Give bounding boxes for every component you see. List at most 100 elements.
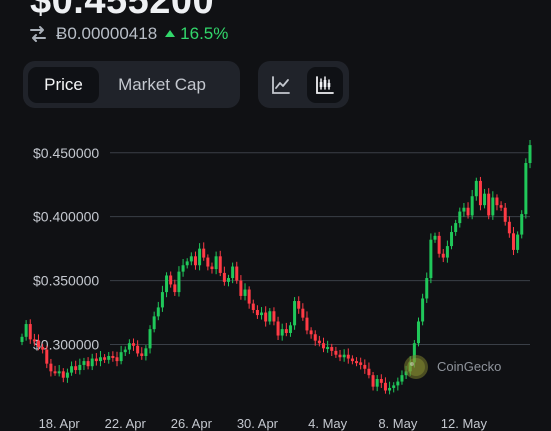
bearish-candle bbox=[503, 207, 507, 222]
bullish-candle bbox=[119, 352, 123, 362]
bullish-candle bbox=[491, 197, 495, 216]
caret-up-icon bbox=[165, 29, 176, 37]
x-axis-label: 26. Apr bbox=[171, 416, 213, 431]
bullish-candle bbox=[474, 180, 478, 197]
bullish-candle bbox=[165, 275, 169, 293]
bullish-candle bbox=[400, 375, 404, 382]
price-tab[interactable]: Price bbox=[28, 66, 99, 103]
bullish-candle bbox=[425, 278, 429, 299]
x-axis: 18. Apr 22. Apr 26. Apr 30. Apr 4. May 8. May… bbox=[39, 416, 488, 431]
bullish-candle bbox=[20, 336, 24, 342]
bearish-candle bbox=[202, 248, 206, 258]
coingecko-logo-icon bbox=[404, 355, 428, 379]
bearish-candle bbox=[140, 353, 144, 356]
price-change: 16.5% bbox=[165, 24, 228, 44]
chart-metric-toggle: Price Market Cap bbox=[23, 61, 240, 108]
bearish-candle bbox=[499, 205, 503, 208]
bearish-candle bbox=[111, 355, 115, 358]
bullish-candle bbox=[90, 358, 94, 367]
x-axis-label: 8. May bbox=[378, 416, 418, 431]
bearish-candle bbox=[255, 309, 259, 316]
btc-price-value: Ƀ0.00000418 bbox=[56, 24, 158, 43]
price-change-percent: 16.5% bbox=[180, 24, 229, 43]
bearish-candle bbox=[251, 303, 255, 310]
bearish-candle bbox=[41, 347, 45, 350]
bearish-candle bbox=[466, 207, 470, 216]
bearish-candle bbox=[276, 321, 280, 336]
bullish-candle bbox=[70, 366, 74, 373]
bullish-candle bbox=[231, 266, 235, 279]
bullish-candle bbox=[375, 378, 379, 387]
bullish-candle bbox=[326, 347, 330, 350]
bullish-candle bbox=[260, 312, 264, 316]
bullish-candle bbox=[528, 145, 532, 164]
bearish-candle bbox=[379, 378, 383, 383]
swap-icon[interactable] bbox=[28, 24, 48, 44]
bearish-candle bbox=[309, 330, 313, 335]
bearish-candle bbox=[313, 334, 317, 341]
y-axis-label: $0.350000 bbox=[33, 273, 99, 289]
x-axis-label: 22. Apr bbox=[105, 416, 147, 431]
bearish-candle bbox=[264, 312, 268, 322]
candlestick-chart[interactable]: $0.450000 $0.400000 $0.350000 $0.300000 18.… bbox=[0, 140, 551, 431]
bullish-candle bbox=[177, 271, 181, 293]
coingecko-watermark-text: CoinGecko bbox=[437, 359, 501, 374]
price-conversion-row: Ƀ0.00000418 16.5% bbox=[28, 20, 228, 48]
bearish-candle bbox=[103, 357, 107, 360]
bullish-candle bbox=[268, 311, 272, 322]
y-axis-label: $0.400000 bbox=[33, 209, 99, 225]
bullish-candle bbox=[152, 316, 156, 330]
bearish-candle bbox=[247, 289, 251, 304]
price-chart[interactable]: $0.450000 $0.400000 $0.350000 $0.300000 18.… bbox=[0, 140, 551, 431]
bearish-candle bbox=[441, 253, 445, 258]
bearish-candle bbox=[305, 317, 309, 331]
bullish-candle bbox=[280, 329, 284, 336]
bullish-candle bbox=[433, 235, 437, 240]
candlestick-chart-icon bbox=[316, 75, 334, 94]
bearish-candle bbox=[272, 311, 276, 322]
bullish-candle bbox=[127, 343, 131, 350]
bullish-candle bbox=[429, 239, 433, 279]
bearish-candle bbox=[45, 349, 49, 364]
bullish-candle bbox=[470, 196, 474, 216]
bearish-candle bbox=[222, 272, 226, 282]
bullish-candle bbox=[524, 163, 528, 215]
x-axis-label: 4. May bbox=[308, 416, 348, 431]
bearish-candle bbox=[338, 354, 342, 358]
bearish-candle bbox=[115, 357, 119, 362]
bullish-candle bbox=[156, 307, 160, 317]
bullish-candle bbox=[123, 349, 127, 353]
bullish-candle bbox=[421, 298, 425, 322]
bullish-candle bbox=[388, 387, 392, 391]
bullish-candle bbox=[462, 207, 466, 212]
bullish-candle bbox=[98, 357, 102, 362]
bullish-candle bbox=[454, 223, 458, 233]
market-cap-tab[interactable]: Market Cap bbox=[118, 74, 206, 94]
line-chart-button[interactable] bbox=[263, 67, 299, 103]
bearish-candle bbox=[346, 354, 350, 359]
bullish-candle bbox=[189, 256, 193, 262]
bullish-candle bbox=[293, 301, 297, 326]
candlestick-series bbox=[20, 140, 532, 395]
bullish-candle bbox=[416, 321, 420, 344]
bearish-candle bbox=[173, 284, 177, 293]
bearish-candle bbox=[86, 361, 90, 367]
bearish-candle bbox=[355, 361, 359, 364]
x-axis-label: 18. Apr bbox=[39, 416, 81, 431]
bearish-candle bbox=[49, 363, 53, 372]
bullish-candle bbox=[445, 246, 449, 258]
y-axis-label: $0.300000 bbox=[33, 336, 99, 352]
bullish-candle bbox=[412, 343, 416, 363]
bearish-candle bbox=[53, 371, 57, 374]
bearish-candle bbox=[334, 350, 338, 355]
bullish-candle bbox=[288, 325, 292, 333]
candlestick-chart-button[interactable] bbox=[307, 66, 343, 103]
bearish-candle bbox=[330, 347, 334, 351]
bearish-candle bbox=[495, 197, 499, 206]
bullish-candle bbox=[520, 214, 524, 235]
bearish-candle bbox=[206, 257, 210, 267]
bullish-candle bbox=[450, 232, 454, 247]
coingecko-watermark: CoinGecko bbox=[404, 355, 501, 379]
bullish-candle bbox=[24, 324, 28, 337]
